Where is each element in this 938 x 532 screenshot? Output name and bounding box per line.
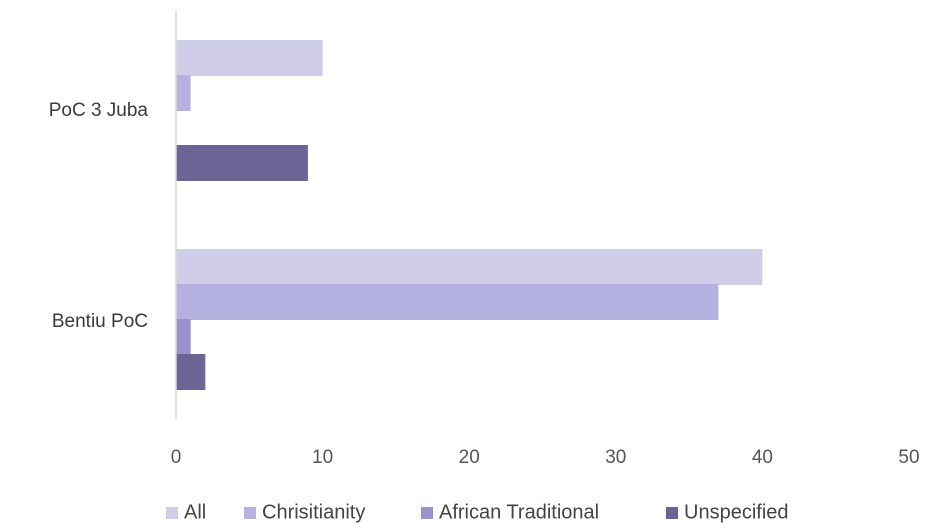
x-tick-label: 30 [605,447,626,468]
bar-bentiu-poc-unspecified [176,354,206,390]
legend-label: Unspecified [684,501,789,523]
legend-swatch [244,507,256,519]
bar-bentiu-poc-chrisitianity [176,284,719,320]
bar-bentiu-poc-african-traditional [176,319,191,355]
bar-poc-3-juba-unspecified [176,145,308,181]
x-tick-label: 0 [171,447,182,468]
legend-label: African Traditional [439,501,599,523]
legend-swatch [421,507,433,519]
x-tick-label: 20 [459,447,480,468]
legend: All Chrisitianity African Traditional Unspe… [166,501,789,523]
bars-group [176,40,763,390]
category-label: Bentiu PoC [52,311,148,332]
legend-label: Chrisitianity [262,501,365,523]
category-label: PoC 3 Juba [49,100,149,121]
bar-bentiu-poc-all [176,249,763,285]
legend-swatch [166,507,178,519]
legend-label: All [184,501,206,523]
category-labels: PoC 3 Juba Bentiu PoC [49,100,149,332]
legend-swatch [666,507,678,519]
bar-poc-3-juba-chrisitianity [176,75,191,111]
x-tick-labels: 0 10 20 30 40 50 [171,447,920,468]
bar-poc-3-juba-all [176,40,323,76]
x-tick-label: 50 [898,447,919,468]
x-tick-label: 10 [312,447,333,468]
x-tick-label: 40 [752,447,773,468]
